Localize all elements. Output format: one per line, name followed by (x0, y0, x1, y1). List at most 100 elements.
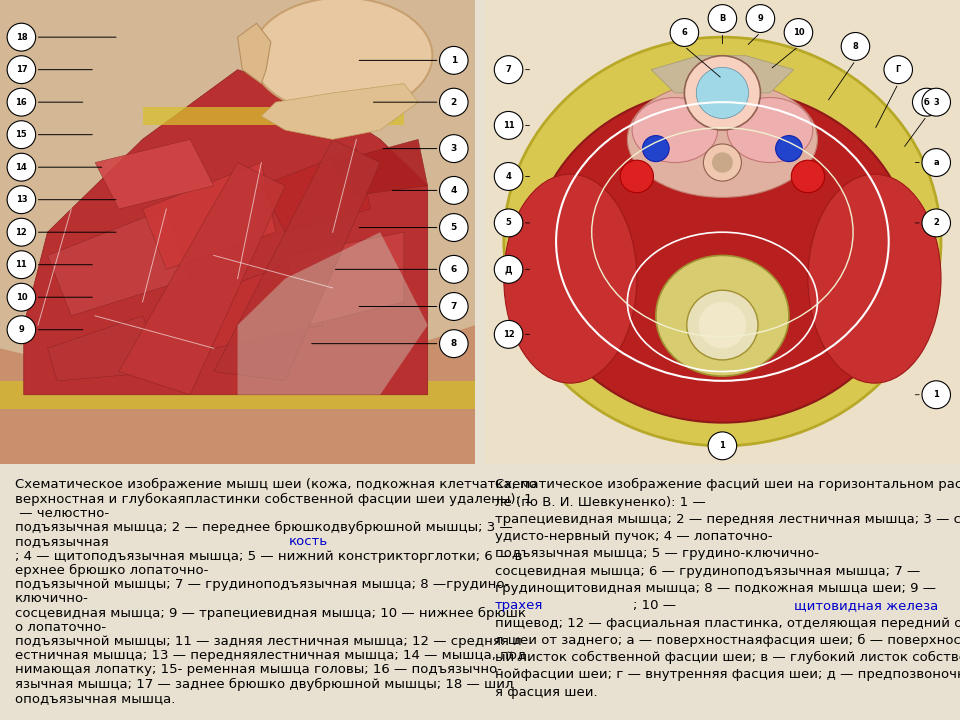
Circle shape (440, 89, 468, 116)
Ellipse shape (532, 89, 913, 423)
Text: 9: 9 (757, 14, 763, 23)
Ellipse shape (808, 174, 941, 383)
Polygon shape (238, 232, 428, 395)
Text: 15: 15 (15, 130, 27, 139)
Text: Г: Г (896, 65, 900, 74)
Circle shape (7, 55, 36, 84)
Polygon shape (651, 55, 794, 93)
Text: ле (по В. И. Шевкуненко): 1 —: ле (по В. И. Шевкуненко): 1 — (494, 495, 706, 508)
Polygon shape (142, 107, 404, 125)
Circle shape (884, 55, 912, 84)
Text: грудинощитовидная мышца; 8 — подкожная мышца шеи; 9 —: грудинощитовидная мышца; 8 — подкожная м… (494, 582, 936, 595)
Text: 5: 5 (450, 223, 457, 232)
Text: нойфасции шеи; г — внутренняя фасция шеи; д — предпозвоночна: нойфасции шеи; г — внутренняя фасция шеи… (494, 668, 960, 681)
Text: 7: 7 (506, 65, 512, 74)
Circle shape (7, 186, 36, 214)
Circle shape (670, 19, 699, 46)
Circle shape (7, 23, 36, 51)
Text: естничная мышца; 13 — передняялестничная мышца; 14 — мышца, под: естничная мышца; 13 — передняялестничная… (14, 649, 526, 662)
Text: о лопаточно-: о лопаточно- (14, 621, 106, 634)
Text: — челюстно-: — челюстно- (14, 507, 108, 520)
Text: 4: 4 (450, 186, 457, 195)
Circle shape (494, 163, 523, 190)
Text: верхностная и глубокаяпластинки собственной фасции шеи удалены): 1: верхностная и глубокаяпластинки собствен… (14, 492, 532, 505)
Circle shape (7, 121, 36, 148)
Text: л шеи от заднего; а — поверхностнаяфасция шеи; б — поверхностн: л шеи от заднего; а — поверхностнаяфасци… (494, 634, 960, 647)
Circle shape (440, 256, 468, 283)
Polygon shape (119, 163, 285, 395)
Text: щитовидная железа: щитовидная железа (794, 599, 938, 612)
Text: 3: 3 (933, 98, 939, 107)
Text: 14: 14 (15, 163, 27, 171)
Ellipse shape (628, 81, 818, 197)
Circle shape (708, 4, 736, 32)
Circle shape (708, 432, 736, 460)
Circle shape (696, 68, 749, 118)
Text: оподъязычная мышца.: оподъязычная мышца. (14, 692, 175, 705)
Circle shape (494, 209, 523, 237)
Circle shape (7, 251, 36, 279)
FancyBboxPatch shape (0, 0, 475, 464)
Polygon shape (261, 84, 419, 140)
Text: Д: Д (505, 265, 513, 274)
Text: кость: кость (289, 535, 328, 549)
Circle shape (699, 302, 746, 348)
Text: 1: 1 (933, 390, 939, 399)
Circle shape (922, 381, 950, 409)
Text: 9: 9 (18, 325, 24, 334)
FancyBboxPatch shape (485, 0, 960, 464)
Polygon shape (333, 140, 428, 195)
Polygon shape (238, 23, 271, 84)
Text: 1: 1 (450, 56, 457, 65)
Text: 16: 16 (15, 98, 27, 107)
Circle shape (494, 256, 523, 283)
Circle shape (776, 135, 803, 161)
Text: 2: 2 (933, 218, 939, 228)
Circle shape (7, 283, 36, 311)
Circle shape (440, 176, 468, 204)
Text: подъязычной мышцы; 7 — грудиноподъязычная мышца; 8 —грудино-: подъязычной мышцы; 7 — грудиноподъязычна… (14, 578, 509, 591)
Polygon shape (0, 325, 475, 464)
Text: 10: 10 (793, 28, 804, 37)
Circle shape (440, 214, 468, 241)
Text: подъязычной мышцы; 11 — задняя лестничная мышца; 12 — средняя л: подъязычной мышцы; 11 — задняя лестнична… (14, 635, 521, 648)
Text: 11: 11 (15, 260, 27, 269)
Text: я фасция шеи.: я фасция шеи. (494, 685, 597, 698)
Text: 2: 2 (450, 98, 457, 107)
Text: 12: 12 (503, 330, 515, 339)
Text: трапециевидная мышца; 2 — передняя лестничная мышца; 3 — сос: трапециевидная мышца; 2 — передняя лестн… (494, 513, 960, 526)
Text: а: а (933, 158, 939, 167)
Text: 10: 10 (15, 293, 27, 302)
Text: 11: 11 (503, 121, 515, 130)
Ellipse shape (504, 37, 941, 446)
Circle shape (922, 89, 950, 116)
Circle shape (7, 89, 36, 116)
Text: ; 4 — щитоподъязычная мышца; 5 — нижний констрикторглотки; 6 — в: ; 4 — щитоподъязычная мышца; 5 — нижний … (14, 549, 522, 562)
Text: 5: 5 (506, 218, 512, 228)
Polygon shape (0, 381, 475, 409)
Ellipse shape (252, 0, 432, 114)
Circle shape (642, 135, 669, 161)
Circle shape (784, 19, 813, 46)
Text: трахея: трахея (494, 599, 543, 612)
Circle shape (620, 161, 654, 193)
Circle shape (712, 153, 732, 173)
Text: пищевод; 12 — фасциальная пластинка, отделяющая передний отде: пищевод; 12 — фасциальная пластинка, отд… (494, 616, 960, 629)
Ellipse shape (504, 174, 636, 383)
Circle shape (746, 4, 775, 32)
Text: 17: 17 (15, 65, 27, 74)
Polygon shape (48, 316, 166, 381)
Circle shape (494, 55, 523, 84)
Circle shape (841, 32, 870, 60)
Ellipse shape (727, 97, 813, 163)
Circle shape (791, 161, 825, 193)
Text: сосцевидная мышца; 6 — грудиноподъязычная мышца; 7 —: сосцевидная мышца; 6 — грудиноподъязычна… (494, 564, 920, 577)
Text: подъязычная: подъязычная (14, 535, 112, 549)
Text: 6: 6 (682, 28, 687, 37)
Polygon shape (95, 140, 214, 209)
Text: ключично-: ключично- (14, 593, 88, 606)
Text: 4: 4 (506, 172, 512, 181)
Text: ; 10 —: ; 10 — (633, 599, 680, 612)
Text: Схематическое изображение фасций шеи на горизонтальном распи: Схематическое изображение фасций шеи на … (494, 478, 960, 492)
Ellipse shape (656, 256, 789, 376)
